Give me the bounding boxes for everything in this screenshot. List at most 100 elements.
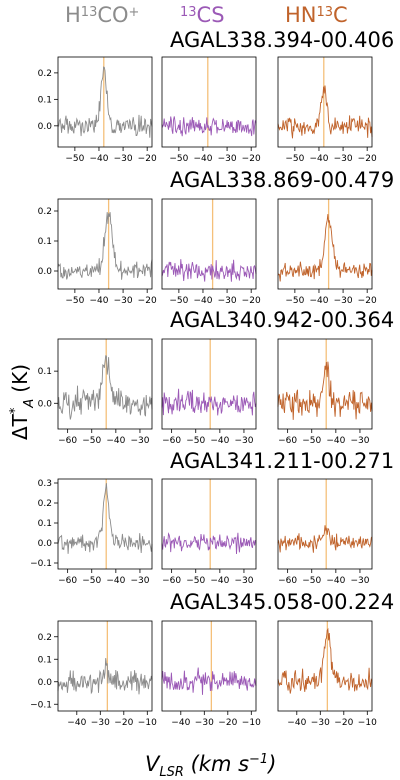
- x-tick-label: −50: [302, 436, 321, 446]
- x-tick-label: −40: [309, 296, 328, 306]
- x-tick-label: −40: [106, 576, 125, 586]
- x-tick-label: −30: [234, 576, 253, 586]
- x-tick-label: −50: [302, 576, 321, 586]
- spectrum-line: [57, 483, 153, 554]
- y-tick-label: 0.2: [38, 207, 52, 217]
- panel-HN13C: −60 −50 −40 −30: [277, 338, 373, 446]
- y-tick-label: 0.0: [38, 539, 53, 549]
- y-axis-label-sup: *: [8, 407, 23, 414]
- panel-H13CO+: −40 −30 −20 −10 −0.1 0.0 0.1 0.2: [30, 620, 157, 728]
- x-tick-label: −10: [138, 718, 157, 728]
- axes-frame: [277, 478, 373, 570]
- x-tick-label: −30: [234, 436, 253, 446]
- axes-frame: [161, 338, 257, 430]
- y-tick-label: −0.1: [30, 559, 52, 569]
- spectrum-line: [57, 658, 153, 695]
- molecule-label-1: 13CS: [180, 3, 225, 27]
- x-tick-label: −10: [242, 718, 261, 728]
- panel-H13CO+: −60 −50 −40 −30 −0.1 0.0 0.1 0.2 0.3: [30, 478, 153, 586]
- x-tick-label: −20: [242, 154, 261, 164]
- y-tick-label: 0.3: [38, 479, 52, 489]
- x-tick-label: −40: [67, 718, 86, 728]
- x-axis-label: VLSR (km s−1): [145, 752, 277, 780]
- x-tick-label: −50: [82, 576, 101, 586]
- y-tick-label: 0.1: [38, 95, 52, 105]
- panel-13CS: −50 −40 −30 −20: [161, 198, 261, 306]
- spectrum-line: [161, 259, 257, 282]
- axes-frame: [277, 338, 373, 430]
- x-tick-label: −30: [350, 436, 369, 446]
- x-tick-label: −30: [91, 718, 110, 728]
- panel-13CS: −60 −50 −40 −30: [161, 338, 257, 446]
- molecule-label-2: HN13C: [285, 3, 348, 27]
- panel-HN13C: −40 −30 −20 −10: [277, 620, 377, 728]
- x-tick-label: −50: [186, 436, 205, 446]
- x-tick-label: −60: [278, 436, 297, 446]
- y-tick-label: 0.2: [38, 499, 52, 509]
- x-tick-label: −30: [218, 296, 237, 306]
- source-title: AGAL338.394-00.406: [170, 28, 395, 52]
- svg-text:ΔT*A(K): ΔT*A (K): [8, 364, 33, 440]
- y-axis-label: ΔT*A (K): [3, 340, 37, 450]
- panel-HN13C: −60 −50 −40 −30: [277, 478, 373, 586]
- spectrum-line: [277, 525, 373, 553]
- axes-frame: [161, 56, 257, 148]
- x-tick-label: −40: [326, 576, 345, 586]
- y-tick-label: 0.0: [38, 678, 53, 688]
- panel-13CS: −50 −40 −30 −20: [161, 56, 261, 164]
- x-tick-label: −30: [334, 154, 353, 164]
- x-tick-label: −40: [89, 154, 108, 164]
- x-tick-label: −50: [65, 154, 84, 164]
- y-axis-label-unit: (K): [8, 364, 32, 393]
- spectrum-line: [277, 85, 373, 139]
- x-tick-label: −50: [186, 576, 205, 586]
- x-tick-label: −40: [193, 154, 212, 164]
- x-tick-label: −20: [358, 154, 377, 164]
- y-tick-label: 0.2: [38, 69, 52, 79]
- spectrum-line: [277, 361, 373, 420]
- source-title: AGAL341.211-00.271: [170, 449, 395, 473]
- axes-frame: [57, 620, 153, 712]
- x-tick-label: −40: [210, 436, 229, 446]
- spectrum-line: [57, 212, 153, 280]
- panel-13CS: −40 −30 −20 −10: [161, 620, 261, 728]
- y-tick-label: 0.1: [38, 237, 52, 247]
- x-tick-label: −30: [350, 576, 369, 586]
- y-tick-label: 0.1: [38, 655, 52, 665]
- x-tick-label: −20: [358, 296, 377, 306]
- spectrum-line: [277, 627, 373, 694]
- x-tick-label: −30: [195, 718, 214, 728]
- x-tick-label: −50: [285, 154, 304, 164]
- x-tick-label: −20: [138, 296, 157, 306]
- x-tick-label: −30: [130, 436, 149, 446]
- x-tick-label: −60: [278, 576, 297, 586]
- x-tick-label: −60: [162, 436, 181, 446]
- x-tick-label: −40: [326, 436, 345, 446]
- x-tick-label: −40: [193, 296, 212, 306]
- x-tick-label: −20: [334, 718, 353, 728]
- x-tick-label: −30: [130, 576, 149, 586]
- x-tick-label: −60: [162, 576, 181, 586]
- panel-13CS: −60 −50 −40 −30: [161, 478, 257, 586]
- x-tick-label: −40: [171, 718, 190, 728]
- y-tick-label: 0.1: [38, 519, 52, 529]
- y-axis-label-main: ΔT: [8, 413, 32, 440]
- axes-frame: [277, 620, 373, 712]
- x-tick-label: −10: [358, 718, 377, 728]
- y-tick-label: 0.0: [38, 267, 53, 277]
- x-tick-label: −40: [287, 718, 306, 728]
- y-tick-label: 0.0: [38, 122, 53, 132]
- x-tick-label: −40: [309, 154, 328, 164]
- x-tick-label: −20: [242, 296, 261, 306]
- panel-H13CO+: −50 −40 −30 −20 0.0 0.1 0.2: [38, 56, 157, 164]
- axes-frame: [277, 198, 373, 290]
- x-tick-label: −40: [210, 576, 229, 586]
- axes-frame: [57, 198, 153, 290]
- spectrum-line: [277, 214, 373, 282]
- x-tick-label: −20: [138, 154, 157, 164]
- x-tick-label: −50: [65, 296, 84, 306]
- spectrum-line: [161, 667, 257, 695]
- axes-frame: [57, 56, 153, 148]
- x-tick-label: −40: [106, 436, 125, 446]
